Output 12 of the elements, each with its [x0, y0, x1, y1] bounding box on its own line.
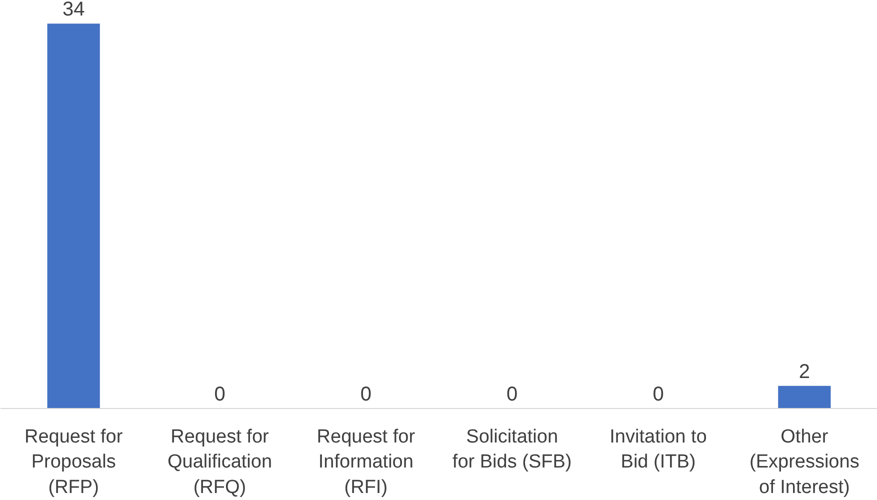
data-label: 0: [652, 384, 664, 406]
data-label: 2: [798, 360, 810, 383]
x-tick-label: Request for Proposals (RFP): [24, 426, 124, 498]
x-tick-label: Solicitation for Bids (SFB): [452, 426, 572, 473]
x-tick-label: Request for Qualification (RFQ): [167, 426, 272, 498]
data-label: 0: [506, 384, 518, 406]
data-label: 34: [62, 0, 85, 21]
data-label: 0: [214, 384, 226, 406]
x-tick-label: Request for Information (RFI): [316, 426, 416, 498]
x-tick-label: Invitation to Bid (ITB): [610, 426, 707, 473]
x-tick-label: Other (Expressions of Interest): [750, 426, 860, 498]
data-label: 0: [360, 384, 372, 406]
